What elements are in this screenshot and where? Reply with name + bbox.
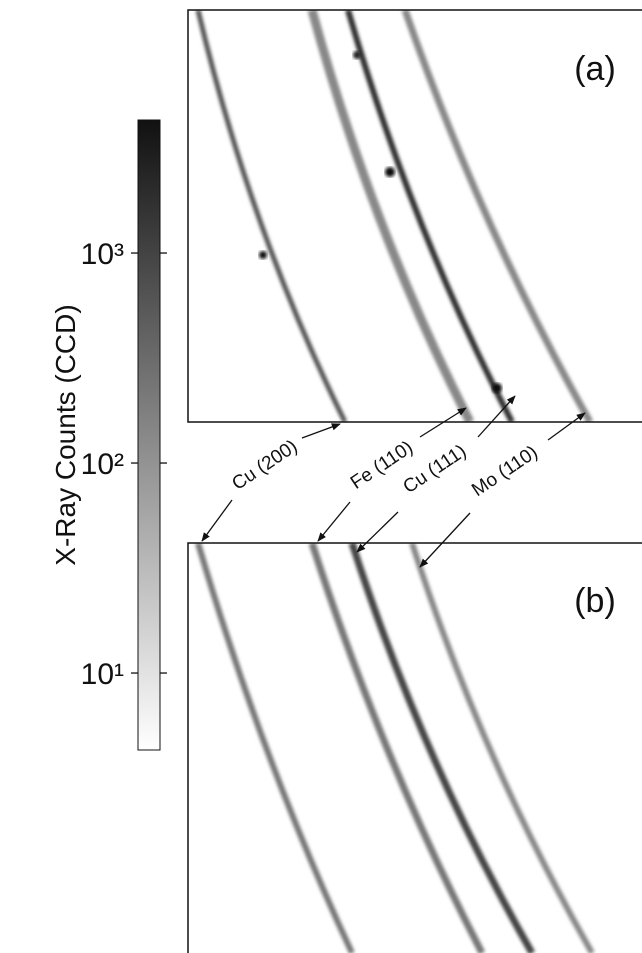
peak-label: Cu (200)	[228, 436, 301, 495]
colorbar-ticks: 10³ 10² 10¹	[81, 238, 167, 691]
colorbar	[137, 119, 161, 751]
arrows	[201, 395, 586, 568]
colorbar-label: X-Ray Counts (CCD)	[50, 304, 81, 565]
peak-label: Mo (110)	[468, 442, 542, 501]
panel-label: (b)	[574, 582, 616, 620]
panel-b-frame	[187, 542, 642, 953]
panel-a-frame	[187, 9, 642, 423]
tick-label: 10²	[81, 448, 124, 481]
panel-label: (a)	[574, 50, 616, 88]
tick-label: 10³	[81, 238, 124, 271]
panel-b-image	[195, 543, 595, 953]
tick-label: 10¹	[81, 658, 124, 691]
panel-a-image	[195, 10, 594, 422]
